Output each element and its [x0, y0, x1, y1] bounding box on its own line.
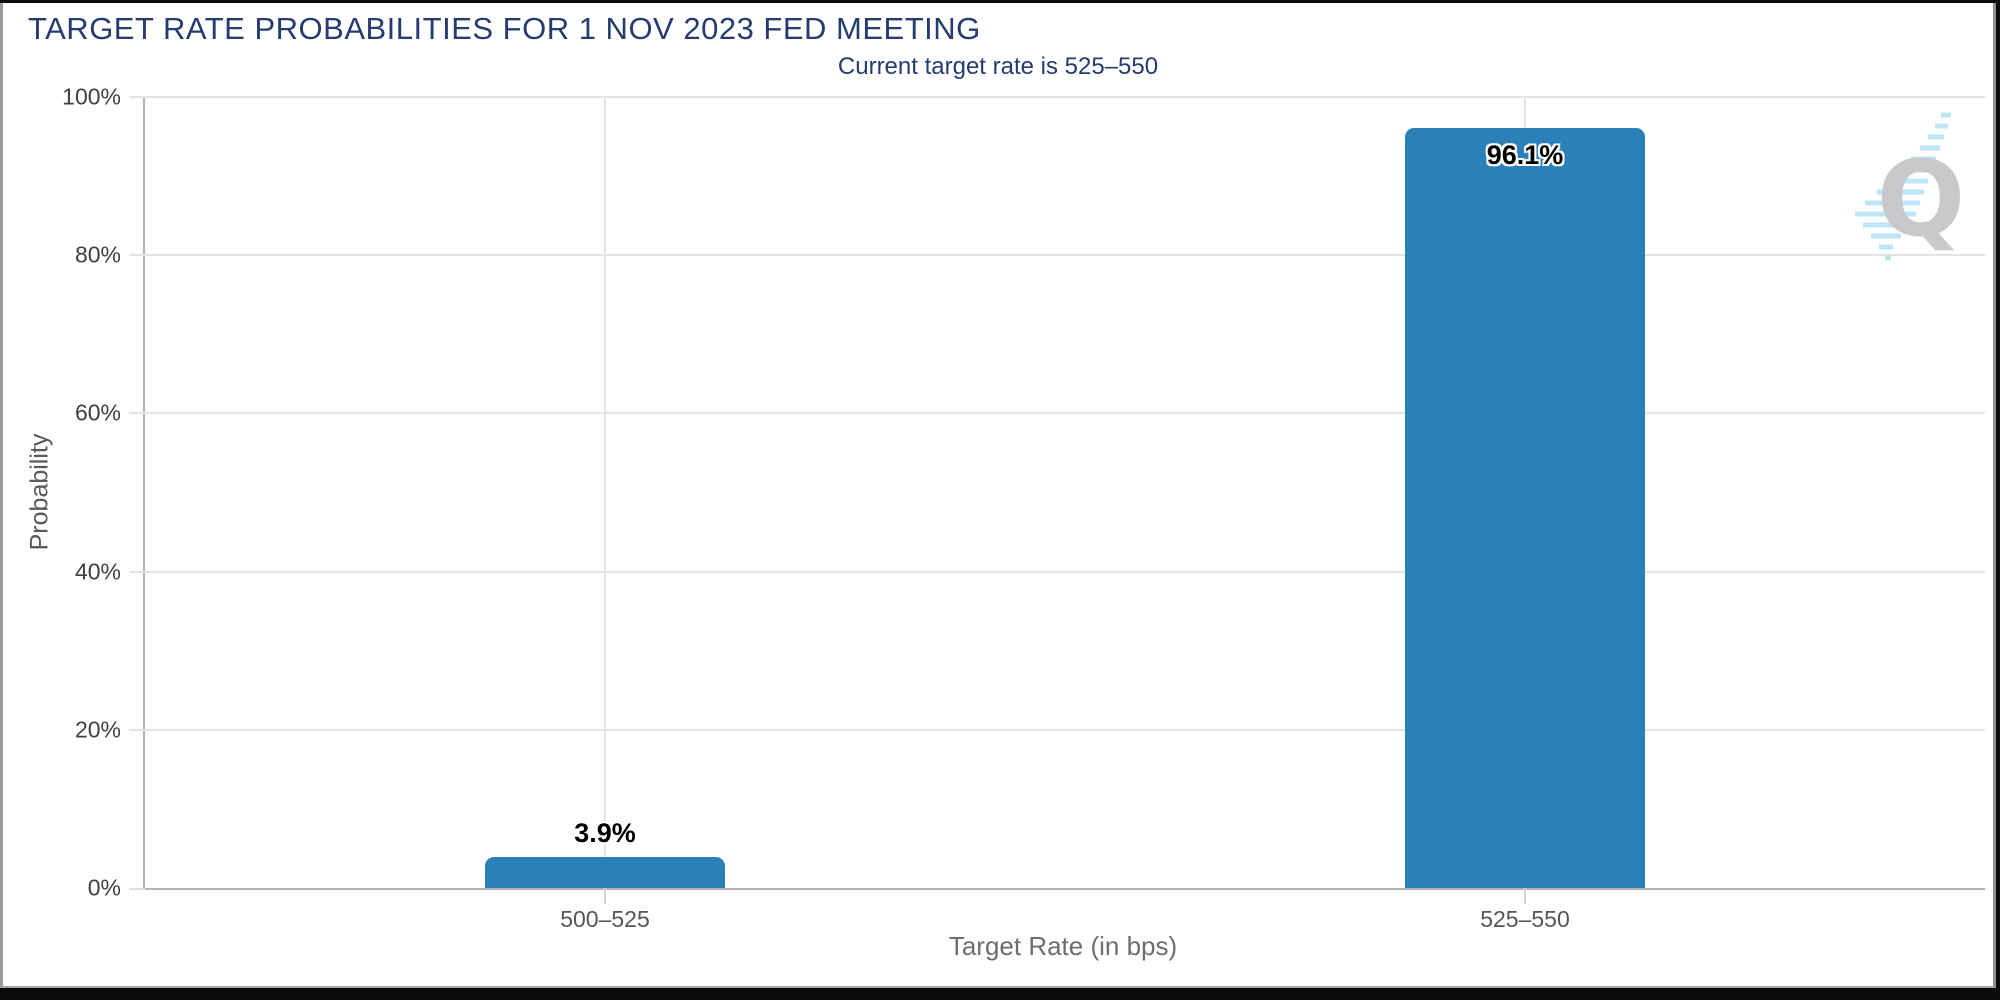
x-category-label: 500–525	[560, 906, 650, 932]
plot-area: 3.9% 96.1% 500–525 525–550	[129, 96, 1985, 932]
gridline-60	[129, 412, 1985, 415]
bar-500-525[interactable]: 3.9%	[485, 818, 725, 888]
chart-subtitle: Current target rate is 525–550	[837, 53, 1159, 80]
gridline-100	[129, 96, 1985, 98]
bar-525-550[interactable]: 96.1%	[1405, 127, 1645, 888]
gridline-20	[129, 728, 1985, 731]
vertical-gridline-1	[604, 97, 606, 888]
y-tick-label: 40%	[74, 558, 121, 585]
y-tick-label: 100%	[62, 83, 121, 110]
gridline-40	[129, 570, 1985, 573]
bar-value-label: 3.9%	[574, 818, 636, 849]
chart-title: TARGET RATE PROBABILITIES FOR 1 NOV 2023…	[28, 11, 981, 46]
x-category-label: 525–550	[1480, 906, 1570, 932]
y-tick-label: 80%	[74, 241, 121, 268]
x-axis-title: Target Rate (in bps)	[948, 931, 1178, 961]
chart-panel: TARGET RATE PROBABILITIES FOR 1 NOV 2023…	[0, 3, 1996, 988]
y-axis-tick-labels: 0% 20% 40% 60% 80% 100%	[3, 84, 131, 901]
x-tick-mark-1	[604, 888, 606, 904]
y-tick-label: 60%	[74, 399, 121, 426]
y-tick-mark-0	[129, 888, 145, 890]
gridline-80	[129, 254, 1985, 257]
bar-value-label: 96.1%	[1486, 139, 1564, 170]
y-tick-label: 20%	[74, 716, 121, 743]
x-tick-mark-2	[1524, 888, 1526, 904]
y-axis-title: Probability	[25, 433, 54, 551]
y-tick-label: 0%	[87, 874, 121, 901]
